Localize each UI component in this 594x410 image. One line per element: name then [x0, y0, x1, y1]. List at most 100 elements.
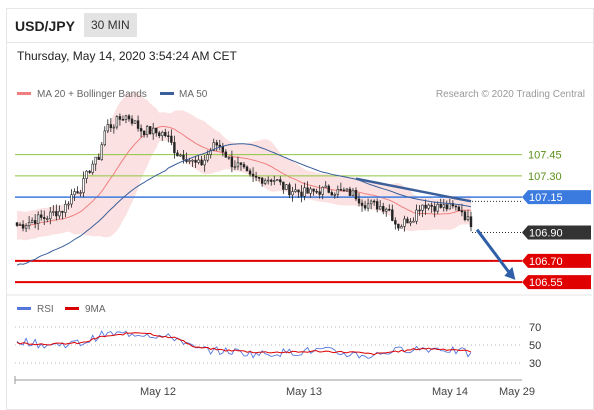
candle-body: [218, 144, 221, 147]
candle-body: [330, 192, 333, 196]
candle-body: [324, 185, 327, 188]
candle-body: [15, 222, 19, 226]
candle-body: [221, 146, 225, 153]
level-tag: [522, 190, 591, 205]
candle-body: [378, 206, 382, 210]
candle-body: [167, 135, 170, 138]
candle-body: [360, 202, 364, 206]
candle-body: [309, 188, 312, 194]
level-tag: [522, 275, 591, 290]
candle-body: [173, 142, 176, 154]
candle-body: [27, 222, 31, 227]
candle-body: [64, 203, 67, 213]
candle-body: [139, 128, 143, 132]
ma20-line: [16, 125, 472, 227]
candle-body: [164, 132, 167, 137]
trendline: [355, 177, 472, 203]
candle-body: [43, 217, 46, 220]
candle-body: [103, 130, 106, 146]
rsi-9ma-line: [16, 332, 472, 356]
symbol-label: USD/JPY: [15, 18, 75, 34]
candle-body: [236, 162, 240, 168]
forecast-arrow-head: [504, 266, 516, 280]
timeframe-button[interactable]: 30 MIN: [84, 13, 137, 37]
candle-body: [400, 226, 403, 229]
rsi-tick-label: 50: [529, 340, 541, 352]
candle-body: [179, 154, 182, 157]
candle-body: [260, 177, 264, 184]
level-label: 106.90: [529, 228, 563, 240]
candle-body: [288, 184, 291, 196]
legend-rsi-swatch: [17, 307, 31, 310]
candle-body: [273, 180, 276, 182]
candle-body: [155, 127, 158, 134]
candle-body: [345, 188, 349, 192]
candle-body: [439, 203, 442, 208]
candle-body: [294, 189, 297, 192]
candle-body: [88, 170, 91, 173]
candle-body: [406, 218, 409, 224]
candle-body: [297, 189, 300, 193]
candle-body: [203, 159, 206, 166]
candle-body: [394, 220, 397, 225]
candle-body: [194, 159, 197, 163]
candle-body: [357, 198, 361, 204]
candle-body: [375, 201, 379, 210]
candle-body: [463, 211, 467, 220]
candle-body: [412, 220, 415, 223]
level-label: 107.30: [528, 171, 562, 183]
candle-body: [18, 224, 22, 226]
candle-body: [136, 120, 140, 129]
legend-ma-bb-label: MA 20 + Bollinger Bands: [37, 89, 147, 100]
candle-body: [82, 178, 85, 193]
candle-body: [327, 185, 330, 193]
candle-body: [188, 160, 191, 162]
candle-body: [133, 120, 137, 124]
candle-body: [109, 124, 113, 129]
candle-body: [233, 166, 237, 169]
candle-body: [267, 179, 270, 182]
candle-body: [176, 152, 179, 157]
level-tag: [522, 253, 591, 268]
candle-body: [291, 191, 294, 196]
candle-body: [197, 159, 200, 163]
candle-body: [142, 130, 146, 135]
candle-body: [224, 151, 228, 158]
candle-body: [242, 164, 246, 168]
candle-body: [421, 204, 424, 211]
header-bar: USD/JPY 30 MIN: [6, 8, 594, 43]
candle-body: [369, 200, 373, 205]
candle-body: [46, 218, 49, 221]
candle-body: [182, 154, 185, 160]
legend-9ma-label: 9MA: [85, 304, 106, 315]
candle-body: [276, 179, 279, 181]
level-label: 106.55: [529, 277, 563, 289]
candle-body: [130, 118, 134, 124]
candle-body: [97, 156, 100, 160]
candle-body: [318, 191, 321, 195]
candle-body: [91, 163, 94, 173]
candle-body: [427, 204, 430, 209]
candle-body: [36, 214, 40, 224]
x-tick-label: May 29: [499, 386, 535, 398]
credit-text: Research © 2020 Trading Central: [436, 89, 585, 100]
candle-body: [366, 203, 370, 209]
candle-body: [79, 192, 82, 194]
candle-body: [433, 206, 436, 212]
candle-body: [40, 214, 43, 218]
candle-body: [230, 156, 234, 168]
candle-body: [200, 159, 203, 166]
candle-body: [85, 170, 88, 179]
rsi-tick-label: 30: [529, 358, 541, 370]
candle-body: [279, 179, 282, 183]
candle-body: [70, 194, 73, 205]
candle-body: [457, 206, 461, 212]
candle-body: [391, 209, 394, 221]
candle-body: [409, 221, 412, 224]
candle-body: [270, 179, 273, 182]
legend-rsi-label: RSI: [37, 304, 54, 315]
candle-body: [436, 203, 439, 212]
candle-body: [339, 189, 343, 191]
candle-body: [254, 175, 258, 178]
candle-body: [282, 181, 285, 190]
